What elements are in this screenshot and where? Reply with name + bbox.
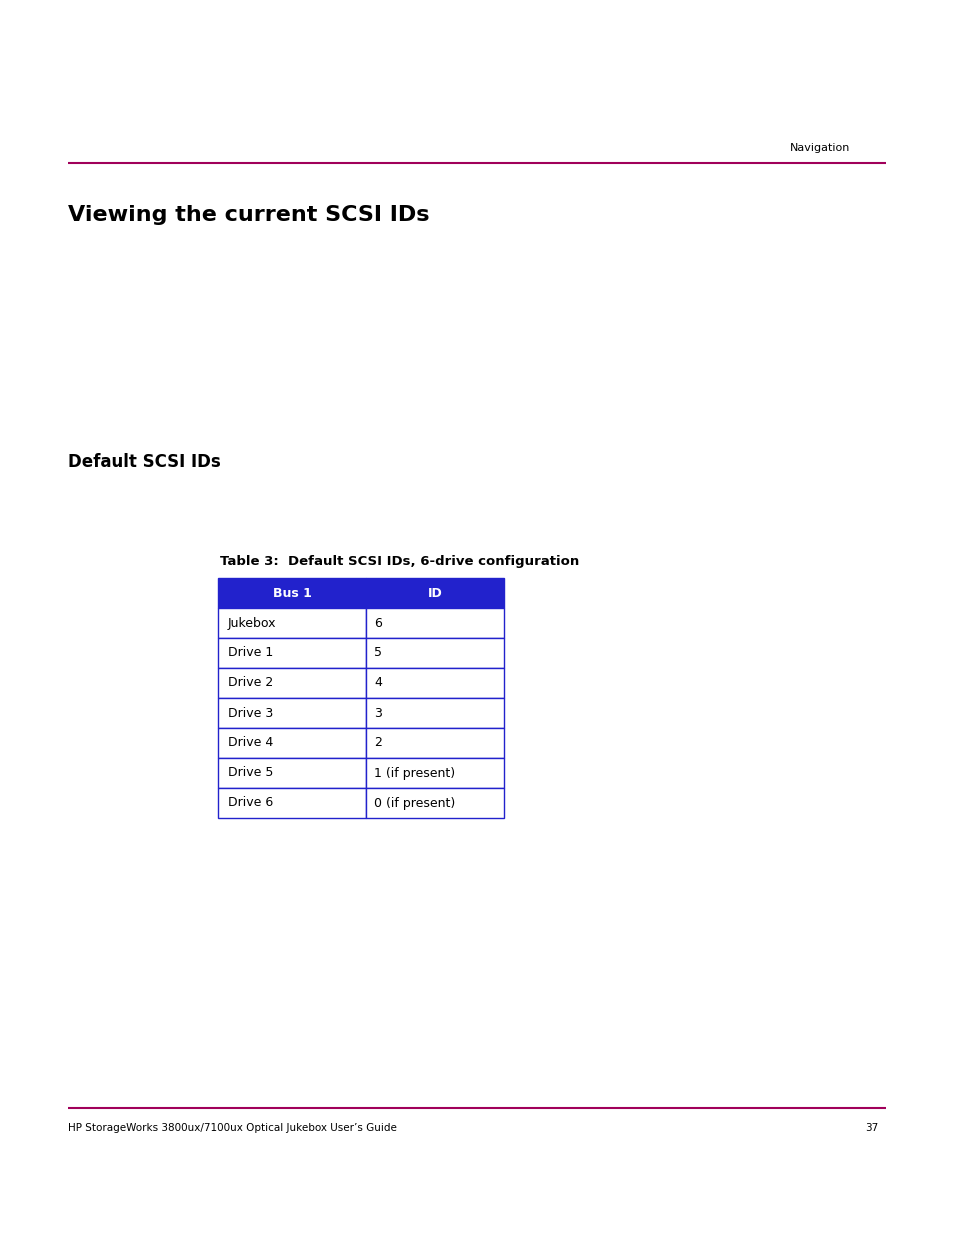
Text: Drive 1: Drive 1 (228, 646, 273, 659)
Bar (218, 668, 366, 698)
Bar (366, 727, 503, 758)
Text: Drive 5: Drive 5 (228, 767, 274, 779)
Bar (366, 668, 503, 698)
Bar (218, 578, 366, 608)
Bar (366, 608, 503, 638)
Bar (218, 727, 366, 758)
Text: Drive 4: Drive 4 (228, 736, 273, 750)
Bar (366, 638, 503, 668)
Text: Jukebox: Jukebox (228, 616, 276, 630)
Text: 5: 5 (374, 646, 381, 659)
Text: Drive 6: Drive 6 (228, 797, 273, 809)
Bar (218, 638, 366, 668)
Bar (366, 698, 503, 727)
Text: 0 (if present): 0 (if present) (374, 797, 455, 809)
Bar (218, 608, 366, 638)
Text: Bus 1: Bus 1 (273, 587, 311, 599)
Text: 4: 4 (374, 677, 381, 689)
Bar (366, 578, 503, 608)
Text: 2: 2 (374, 736, 381, 750)
Text: Drive 3: Drive 3 (228, 706, 273, 720)
Bar (218, 698, 366, 727)
Text: ID: ID (427, 587, 442, 599)
Text: Drive 2: Drive 2 (228, 677, 273, 689)
Text: Table 3:  Default SCSI IDs, 6-drive configuration: Table 3: Default SCSI IDs, 6-drive confi… (220, 556, 578, 568)
Text: 1 (if present): 1 (if present) (374, 767, 455, 779)
Text: 3: 3 (374, 706, 381, 720)
Bar (366, 758, 503, 788)
Text: Viewing the current SCSI IDs: Viewing the current SCSI IDs (68, 205, 429, 225)
Bar (218, 758, 366, 788)
Bar (366, 788, 503, 818)
Text: HP StorageWorks 3800ux/7100ux Optical Jukebox User’s Guide: HP StorageWorks 3800ux/7100ux Optical Ju… (68, 1123, 396, 1132)
Text: 37: 37 (863, 1123, 877, 1132)
Text: Default SCSI IDs: Default SCSI IDs (68, 453, 220, 471)
Text: Navigation: Navigation (789, 143, 849, 153)
Bar (218, 788, 366, 818)
Text: 6: 6 (374, 616, 381, 630)
